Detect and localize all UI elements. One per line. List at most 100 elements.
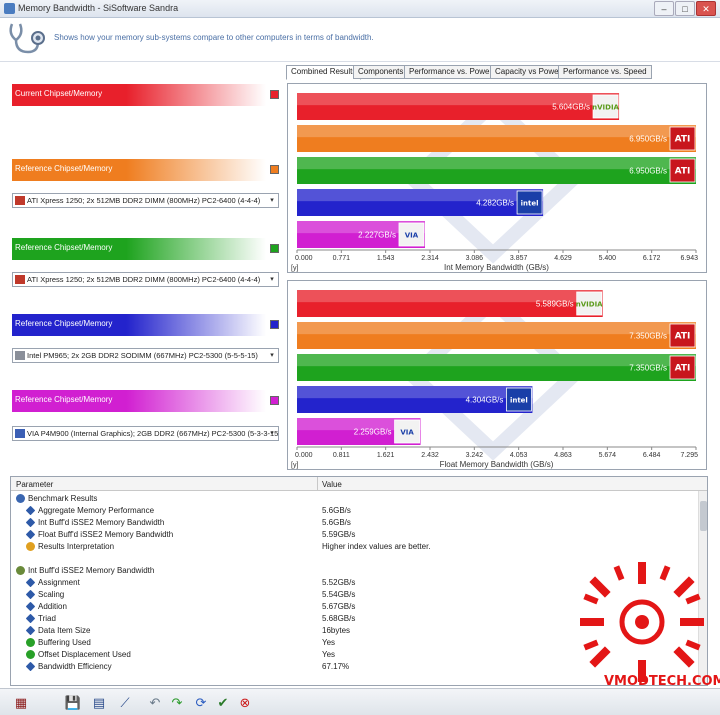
x-axis-label: Float Memory Bandwidth (GB/s) bbox=[440, 460, 554, 469]
reference-chipset-select-1[interactable]: ATI Xpress 1250; 2x 512MB DDR2 DIMM (800… bbox=[12, 193, 279, 208]
result-parameter: Results Interpretation bbox=[38, 542, 115, 551]
result-row[interactable]: Int Buff'd iSSE2 Memory Bandwidth bbox=[11, 565, 701, 577]
result-row[interactable]: Buffering Used Yes bbox=[11, 637, 701, 649]
forward-icon[interactable]: ↷ bbox=[168, 694, 186, 711]
result-row[interactable]: Scaling 5.54GB/s bbox=[11, 589, 701, 601]
close-button[interactable]: ✕ bbox=[696, 1, 716, 16]
result-row[interactable]: Aggregate Memory Performance 5.6GB/s bbox=[11, 505, 701, 517]
tick-label: 1.621 bbox=[377, 452, 395, 459]
chevron-down-icon[interactable]: ▾ bbox=[270, 430, 274, 437]
column-header-value[interactable]: Value bbox=[322, 480, 342, 489]
column-header-parameter[interactable]: Parameter bbox=[16, 480, 54, 489]
chipset-selection-panel: Current Chipset/Memory Reference Chipset/… bbox=[8, 62, 284, 474]
tab-components[interactable]: Components bbox=[353, 65, 409, 79]
tick-label: 4.053 bbox=[510, 452, 528, 459]
bar-value-label: 5.604GB/s bbox=[552, 103, 590, 112]
chipset-group-1: Reference Chipset/Memory bbox=[12, 159, 284, 181]
tick-label: 6.172 bbox=[643, 255, 661, 262]
chipset-icon bbox=[15, 429, 25, 438]
bar-rect bbox=[297, 125, 696, 152]
brand-badge-label: ATI bbox=[675, 332, 691, 342]
result-row[interactable]: Int Buff'd iSSE2 Memory Bandwidth 5.6GB/s bbox=[11, 517, 701, 529]
ati-logo-icon bbox=[669, 323, 696, 348]
result-value: 5.6GB/s bbox=[322, 506, 351, 515]
bar-value-label: 5.589GB/s bbox=[536, 300, 574, 309]
reference-chipset-select-2[interactable]: ATI Xpress 1250; 2x 512MB DDR2 DIMM (800… bbox=[12, 272, 279, 287]
bar-rect bbox=[297, 157, 696, 184]
color-swatch-button[interactable] bbox=[270, 396, 279, 405]
result-parameter: Buffering Used bbox=[38, 638, 91, 647]
tab-combined-results[interactable]: Combined Results bbox=[286, 65, 362, 80]
nvidia-logo-icon bbox=[576, 291, 603, 316]
reference-chipset-value: ATI Xpress 1250; 2x 512MB DDR2 DIMM (800… bbox=[27, 275, 261, 284]
chipset-group-bar: Reference Chipset/Memory bbox=[12, 314, 266, 336]
result-value: 5.52GB/s bbox=[322, 578, 356, 587]
refresh-icon[interactable]: ⟳ bbox=[192, 694, 210, 711]
bar-ati: ATI 7.350GB/s bbox=[297, 322, 696, 349]
maximize-button[interactable]: □ bbox=[675, 1, 695, 16]
result-row[interactable]: Offset Displacement Used Yes bbox=[11, 649, 701, 661]
color-swatch-button[interactable] bbox=[270, 320, 279, 329]
cancel-icon[interactable]: ⊗ bbox=[236, 694, 254, 711]
chipset-group-2: Reference Chipset/Memory bbox=[12, 238, 284, 260]
tab-performance-vs-speed[interactable]: Performance vs. Speed bbox=[558, 65, 652, 79]
result-row[interactable]: Results Interpretation Higher index value… bbox=[11, 541, 701, 553]
graph-options-icon[interactable]: ⟋ bbox=[116, 694, 134, 711]
brand-badge-label: VIA bbox=[405, 232, 419, 240]
chipset-group-0: Current Chipset/Memory bbox=[12, 84, 284, 106]
result-row[interactable]: Addition 5.67GB/s bbox=[11, 601, 701, 613]
bar-value-label: 7.350GB/s bbox=[629, 332, 667, 341]
ati-logo-icon bbox=[669, 355, 696, 380]
bar-rect bbox=[297, 93, 620, 120]
chipset-group-bar: Reference Chipset/Memory bbox=[12, 159, 266, 181]
svg-text:💾: 💾 bbox=[65, 695, 81, 711]
brand-badge-label: intel bbox=[510, 397, 528, 405]
chevron-down-icon[interactable]: ▾ bbox=[270, 352, 274, 359]
grid-scrollbar[interactable] bbox=[698, 491, 707, 685]
chipset-icon bbox=[15, 275, 25, 284]
report-icon[interactable]: ▤ bbox=[90, 694, 108, 711]
result-value: 16bytes bbox=[322, 626, 351, 635]
result-value: 67.17% bbox=[322, 662, 350, 671]
chevron-down-icon[interactable]: ▾ bbox=[270, 197, 274, 204]
color-swatch-button[interactable] bbox=[270, 244, 279, 253]
result-row[interactable]: Float Buff'd iSSE2 Memory Bandwidth 5.59G… bbox=[11, 529, 701, 541]
tick-label: 2.432 bbox=[421, 452, 439, 459]
bar-ati: ATI 6.950GB/s bbox=[297, 125, 696, 152]
chevron-down-icon[interactable]: ▾ bbox=[270, 276, 274, 283]
calculator-icon[interactable]: ▦ bbox=[12, 694, 30, 711]
save-icon[interactable]: 💾 bbox=[64, 694, 82, 711]
reference-chipset-select-3[interactable]: Intel PM965; 2x 2GB DDR2 SODIMM (667MHz)… bbox=[12, 348, 279, 363]
color-swatch-button[interactable] bbox=[270, 165, 279, 174]
reference-chipset-value: VIA P4M900 (Internal Graphics); 2GB DDR2… bbox=[27, 429, 279, 438]
chipset-group-4: Reference Chipset/Memory bbox=[12, 390, 284, 412]
tick-label: 5.400 bbox=[599, 255, 617, 262]
reference-chipset-select-4[interactable]: VIA P4M900 (Internal Graphics); 2GB DDR2… bbox=[12, 426, 279, 441]
bar-rect bbox=[297, 354, 696, 381]
bar-value-label: 4.304GB/s bbox=[466, 396, 504, 405]
result-row[interactable]: Assignment 5.52GB/s bbox=[11, 577, 701, 589]
tick-label: 4.629 bbox=[554, 255, 572, 262]
color-swatch-button[interactable] bbox=[270, 90, 279, 99]
via-logo-icon bbox=[394, 419, 420, 444]
result-row[interactable]: Benchmark Results bbox=[11, 493, 701, 505]
ok-icon[interactable]: ✔ bbox=[214, 694, 232, 711]
result-row[interactable]: Bandwidth Efficiency 67.17% bbox=[11, 661, 701, 673]
tab-capacity-vs-power[interactable]: Capacity vs Power bbox=[490, 65, 567, 79]
nvidia-logo-icon bbox=[592, 94, 619, 119]
axis-unit-marker: [y] bbox=[291, 462, 298, 469]
bottom-toolbar: ▦ 💾 ▤ ⟋ ↶ ↷ ⟳ ✔ ⊗ bbox=[0, 688, 720, 715]
tab-performance-vs-power[interactable]: Performance vs. Power bbox=[404, 65, 498, 79]
minimize-button[interactable]: – bbox=[654, 1, 674, 16]
grid-scrollbar-thumb[interactable] bbox=[700, 501, 707, 531]
back-icon[interactable]: ↶ bbox=[146, 694, 164, 711]
svg-text:↶: ↶ bbox=[150, 696, 161, 711]
diamond-icon bbox=[25, 505, 36, 516]
result-row[interactable]: Triad 5.68GB/s bbox=[11, 613, 701, 625]
tick-label: 3.857 bbox=[510, 255, 528, 262]
result-row[interactable]: Data Item Size 16bytes bbox=[11, 625, 701, 637]
result-parameter: Addition bbox=[38, 602, 67, 611]
result-parameter: Scaling bbox=[38, 590, 65, 599]
